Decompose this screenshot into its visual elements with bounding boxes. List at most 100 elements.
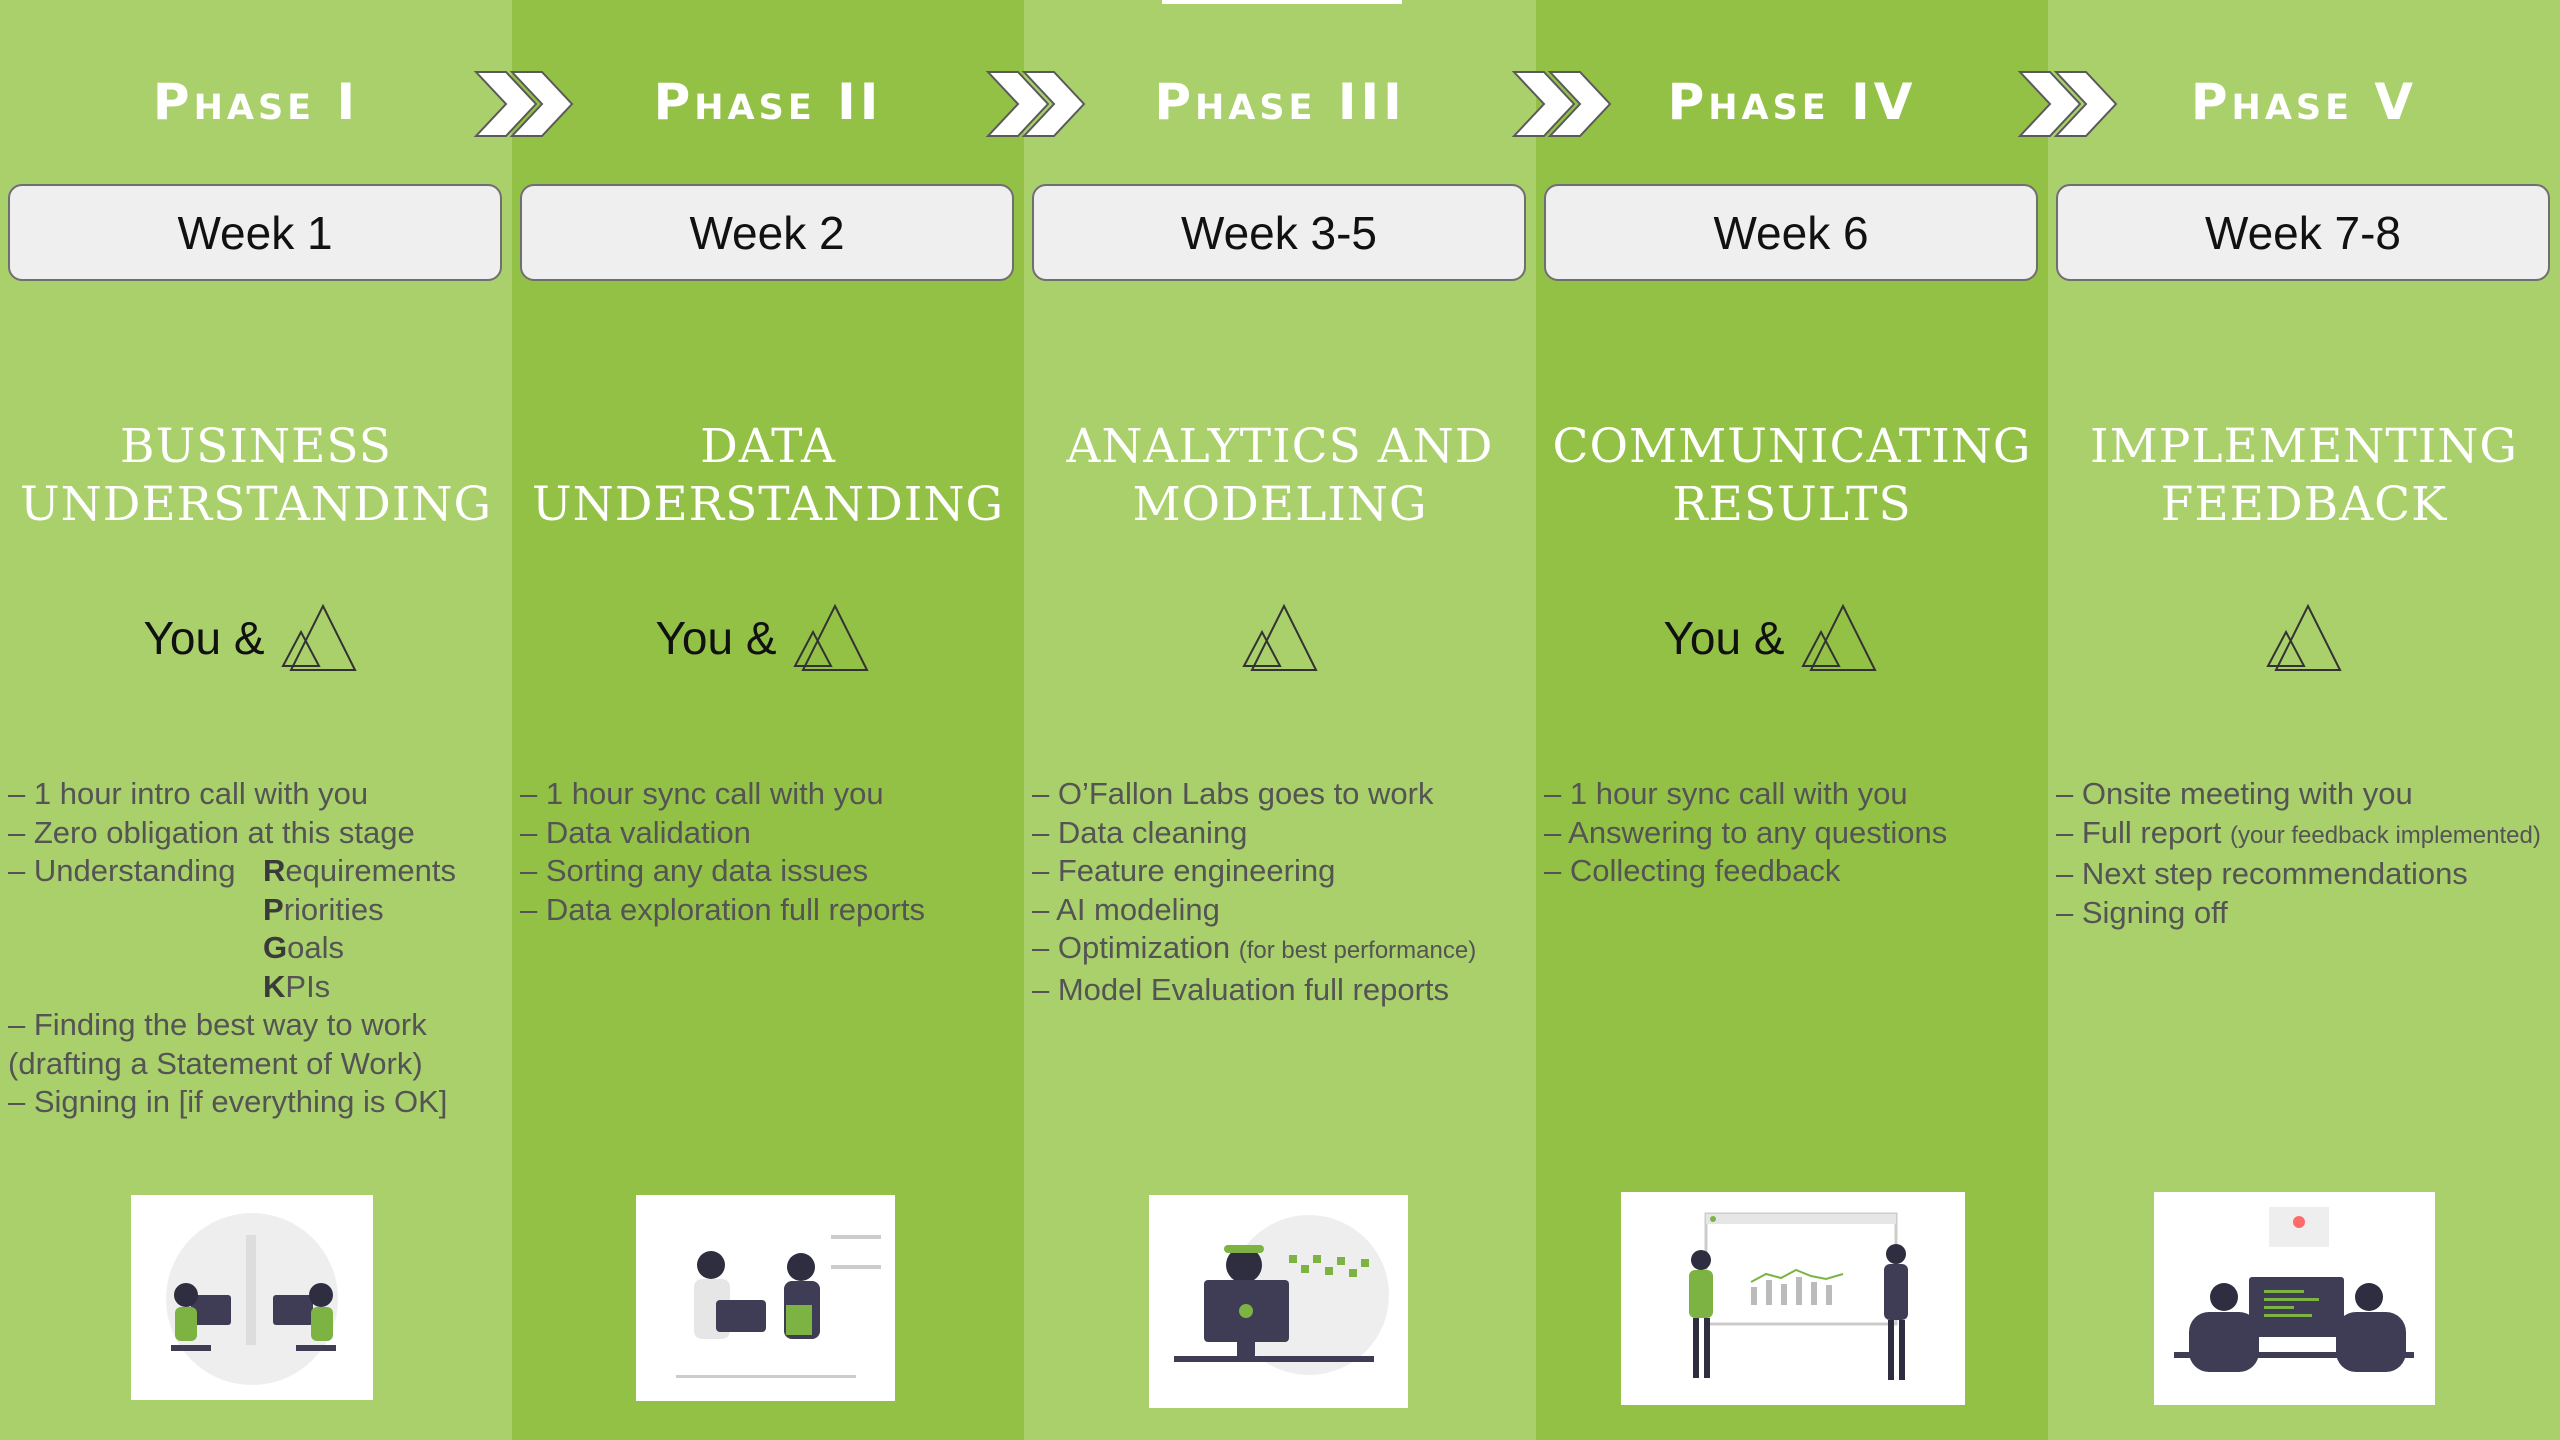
chevron-arrows-icon	[2017, 71, 2118, 137]
rpgk-rest: riorities	[283, 891, 384, 927]
bullet-understanding: – Understanding	[8, 853, 236, 888]
phase-2-column: Phase II Week 2 DATA UNDERSTANDING You &…	[512, 0, 1024, 1440]
top-accent-bar	[1162, 0, 1402, 4]
chevron-arrows-icon	[985, 71, 1086, 137]
phase-1-title: Phase I	[152, 73, 360, 131]
chevron-arrows-icon	[473, 71, 574, 137]
phase-1-heading-line-2: UNDERSTANDING	[19, 477, 493, 532]
phase-1-column: Phase I Week 1 BUSINESS UNDERSTANDING Yo…	[0, 0, 512, 1440]
you-label: You &	[655, 612, 777, 664]
full-report-note: (your feedback implemented)	[2230, 821, 2541, 849]
phase-4-participants: You &	[1515, 600, 2027, 676]
phase-1-week-button[interactable]: Week 1	[8, 184, 502, 281]
phase-5-heading: IMPLEMENTING FEEDBACK	[2048, 418, 2560, 534]
phase-4-bullets: – 1 hour sync call with you – Answering …	[1544, 775, 2048, 891]
bullet: – 1 hour sync call with you	[520, 776, 884, 811]
triangles-logo-icon	[2266, 603, 2342, 671]
phase-2-heading: DATA UNDERSTANDING	[512, 418, 1024, 534]
phase-1-illustration	[131, 1195, 373, 1400]
triangles-logo-icon	[792, 603, 869, 671]
phase-1-bullets: – 1 hour intro call with you – Zero obli…	[8, 775, 512, 1122]
rpgk-initial: G	[263, 930, 288, 965]
phase-2-title: Phase II	[653, 73, 883, 131]
optimization-note: (for best performance)	[1238, 937, 1477, 964]
phase-5-illustration	[2154, 1192, 2435, 1405]
phase-4-heading: COMMUNICATING RESULTS	[1536, 418, 2048, 534]
bullet-optimization: – Optimization	[1032, 930, 1231, 965]
phase-5-heading-line-1: IMPLEMENTING	[2090, 419, 2518, 474]
collaboration-illustration	[676, 1235, 881, 1378]
bullet: – Signing off	[2056, 894, 2228, 930]
phase-5-title: Phase V	[2190, 73, 2418, 131]
you-label: You &	[143, 612, 265, 664]
bullet: – Data validation	[520, 814, 751, 850]
phase-4-heading-line-2: RESULTS	[1672, 477, 1912, 532]
phase-4-title: Phase IV	[1667, 73, 1917, 131]
phase-3-bullets: – O’Fallon Labs goes to work – Data clea…	[1032, 775, 1536, 1009]
rpgk-item: Priorities	[8, 891, 512, 930]
phase-4-week-button[interactable]: Week 6	[1544, 184, 2038, 281]
you-label: You &	[1663, 612, 1785, 664]
bullet: (drafting a Statement of Work)	[8, 1045, 423, 1081]
phase-1-participants: You &	[0, 600, 507, 676]
bullet: – Onsite meeting with you	[2056, 776, 2413, 811]
bullet: – Model Evaluation full reports	[1032, 971, 1450, 1007]
phase-2-week-button[interactable]: Week 2	[520, 184, 1014, 281]
phase-3-week-button[interactable]: Week 3-5	[1032, 184, 1526, 281]
phase-3-heading-line-1: ANALYTICS AND	[1066, 419, 1494, 474]
phase-2-participants: You &	[507, 600, 1019, 676]
bullet: – Collecting feedback	[1544, 853, 1841, 888]
phase-1-heading-line-1: BUSINESS	[120, 419, 392, 474]
bullet: – O’Fallon Labs goes to work	[1032, 776, 1434, 811]
chevron-arrows-icon	[1511, 71, 1612, 137]
rpgk-initial: K	[263, 968, 286, 1004]
phase-5-heading-line-2: FEEDBACK	[2160, 477, 2448, 532]
bullet-full-report: – Full report	[2056, 814, 2222, 850]
rpgk-rest: PIs	[285, 968, 331, 1004]
bullet: – Signing in [if everything is OK]	[8, 1084, 448, 1119]
rpgk-item: KPIs	[8, 968, 512, 1007]
rpgk-initial: P	[263, 891, 284, 927]
rpgk-rest: equirements	[285, 853, 456, 888]
bullet: – Next step recommendations	[2056, 856, 2468, 891]
phase-4-heading-line-1: COMMUNICATING	[1552, 419, 2032, 474]
developer-illustration	[1174, 1215, 1389, 1375]
phase-3-participants	[1024, 600, 1536, 676]
phase-3-illustration	[1149, 1195, 1408, 1408]
meeting-illustration	[2174, 1207, 2414, 1372]
phase-2-heading-line-2: UNDERSTANDING	[531, 477, 1005, 532]
phase-5-column: Phase V Week 7-8 IMPLEMENTING FEEDBACK –…	[2048, 0, 2560, 1440]
phase-3-column: Phase III Week 3-5 ANALYTICS AND MODELIN…	[1024, 0, 1536, 1440]
bullet: – 1 hour intro call with you	[8, 776, 369, 811]
bullet: – Understanding Requirements	[8, 852, 512, 891]
rpgk-rest: oals	[287, 930, 344, 965]
bullet: – Optimization (for best performance)	[1032, 929, 1536, 971]
phase-2-bullets: – 1 hour sync call with you – Data valid…	[520, 775, 1024, 929]
phase-3-heading-line-2: MODELING	[1132, 477, 1428, 532]
bullet: – Sorting any data issues	[520, 853, 869, 888]
phase-3-heading: ANALYTICS AND MODELING	[1024, 418, 1536, 534]
phase-4-illustration	[1621, 1192, 1965, 1405]
bullet: – Full report (your feedback implemented…	[2056, 814, 2560, 856]
bullet: – Data exploration full reports	[520, 891, 925, 927]
rpgk-item: Goals	[8, 929, 512, 968]
triangles-logo-icon	[1242, 603, 1318, 671]
triangles-logo-icon	[280, 603, 357, 671]
rpgk-initial: R	[263, 853, 286, 888]
presentation-illustration	[1689, 1212, 1908, 1380]
team-working-illustration	[166, 1213, 338, 1385]
rpgk-item: Requirements	[263, 852, 456, 891]
phase-2-illustration	[636, 1195, 895, 1401]
phase-1-heading: BUSINESS UNDERSTANDING	[0, 418, 512, 534]
bullet: – Zero obligation at this stage	[8, 814, 415, 850]
phase-3-title: Phase III	[1154, 73, 1406, 131]
phase-5-bullets: – Onsite meeting with you – Full report …	[2056, 775, 2560, 932]
bullet: – Data cleaning	[1032, 814, 1248, 850]
triangles-logo-icon	[1800, 603, 1877, 671]
phase-5-participants	[2048, 600, 2560, 676]
bullet: – 1 hour sync call with you	[1544, 776, 1908, 811]
phase-4-column: Phase IV Week 6 COMMUNICATING RESULTS Yo…	[1536, 0, 2048, 1440]
phase-5-week-button[interactable]: Week 7-8	[2056, 184, 2550, 281]
bullet: – Finding the best way to work	[8, 1007, 427, 1042]
bullet: – Answering to any questions	[1544, 814, 1948, 850]
